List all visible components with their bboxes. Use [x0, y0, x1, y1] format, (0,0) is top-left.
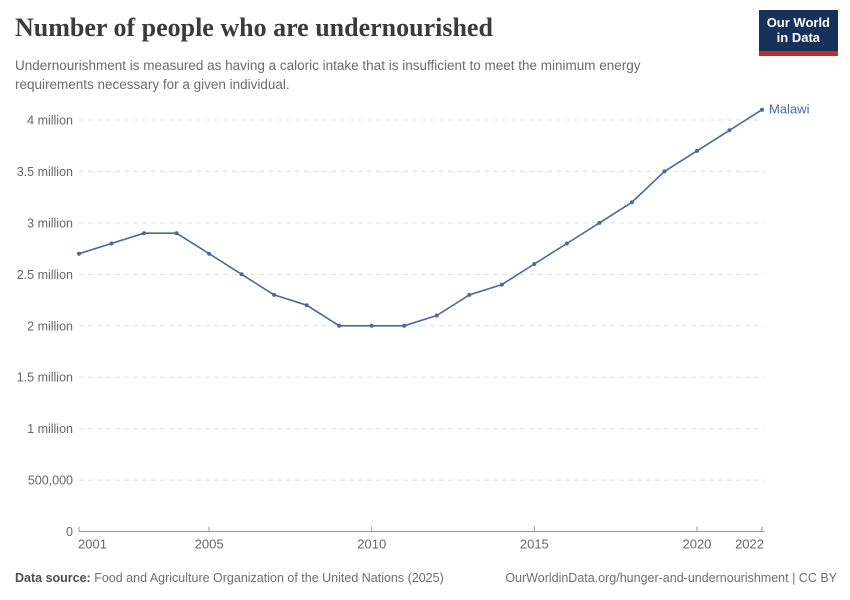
data-point: [369, 323, 374, 328]
owid-logo-line2: in Data: [776, 30, 821, 46]
data-point: [207, 251, 212, 256]
series-label: Malawi: [769, 102, 810, 117]
data-point: [597, 220, 602, 225]
data-point: [142, 231, 146, 236]
data-point: [467, 292, 472, 297]
x-axis-label: 2022: [735, 537, 764, 552]
owid-logo[interactable]: Our World in Data: [758, 10, 838, 56]
data-point: [272, 292, 277, 297]
y-axis-label: 2.5 million: [17, 268, 73, 282]
data-point: [532, 262, 537, 266]
data-point: [402, 323, 407, 328]
y-axis-label: 3 million: [27, 216, 73, 230]
owid-logo-line1: Our World: [766, 15, 830, 30]
page-title: Number of people who are undernourished: [15, 13, 493, 42]
data-point: [629, 200, 634, 205]
y-axis-label: 3.5 million: [17, 165, 73, 179]
data-point: [760, 107, 764, 112]
data-point: [239, 272, 244, 277]
data-source: Data source: Food and Agriculture Organi…: [15, 571, 444, 585]
footer-divider: |: [788, 571, 799, 585]
data-point: [337, 323, 342, 328]
data-point: [499, 282, 504, 287]
data-point: [727, 128, 732, 133]
y-axis-label: 2 million: [27, 319, 73, 333]
data-line: [78, 108, 763, 327]
owid-url-link[interactable]: OurWorldinData.org/hunger-and-undernouri…: [505, 571, 789, 585]
license-link[interactable]: CC BY: [798, 571, 837, 585]
data-point: [434, 313, 439, 318]
data-source-label: Data source:: [15, 571, 91, 585]
data-source-text: Food and Agriculture Organization of the…: [94, 571, 444, 585]
footer-links: OurWorldinData.org/hunger-and-undernouri…: [505, 571, 837, 585]
data-point: [304, 303, 309, 308]
chart-footer: Data source: Food and Agriculture Organi…: [15, 571, 837, 585]
y-axis-label: 4 million: [27, 114, 73, 128]
data-point: [662, 169, 667, 174]
x-axis-label: 2010: [357, 537, 386, 552]
chart-subtitle: Undernourishment is measured as having a…: [15, 58, 641, 93]
x-axis-label: 2001: [78, 537, 107, 552]
y-axis-label: 0: [66, 525, 73, 539]
y-axis-label: 1.5 million: [17, 371, 73, 385]
y-axis-label: 1 million: [27, 422, 73, 436]
data-point: [564, 241, 569, 246]
data-point: [174, 231, 179, 236]
x-axis-label: 2005: [195, 537, 224, 552]
data-point: [695, 148, 699, 153]
y-axis-label: 500,000: [28, 474, 73, 488]
x-axis-label: 2020: [682, 537, 711, 552]
data-point: [77, 251, 81, 256]
data-point: [109, 241, 114, 246]
x-axis-label: 2015: [520, 537, 549, 552]
